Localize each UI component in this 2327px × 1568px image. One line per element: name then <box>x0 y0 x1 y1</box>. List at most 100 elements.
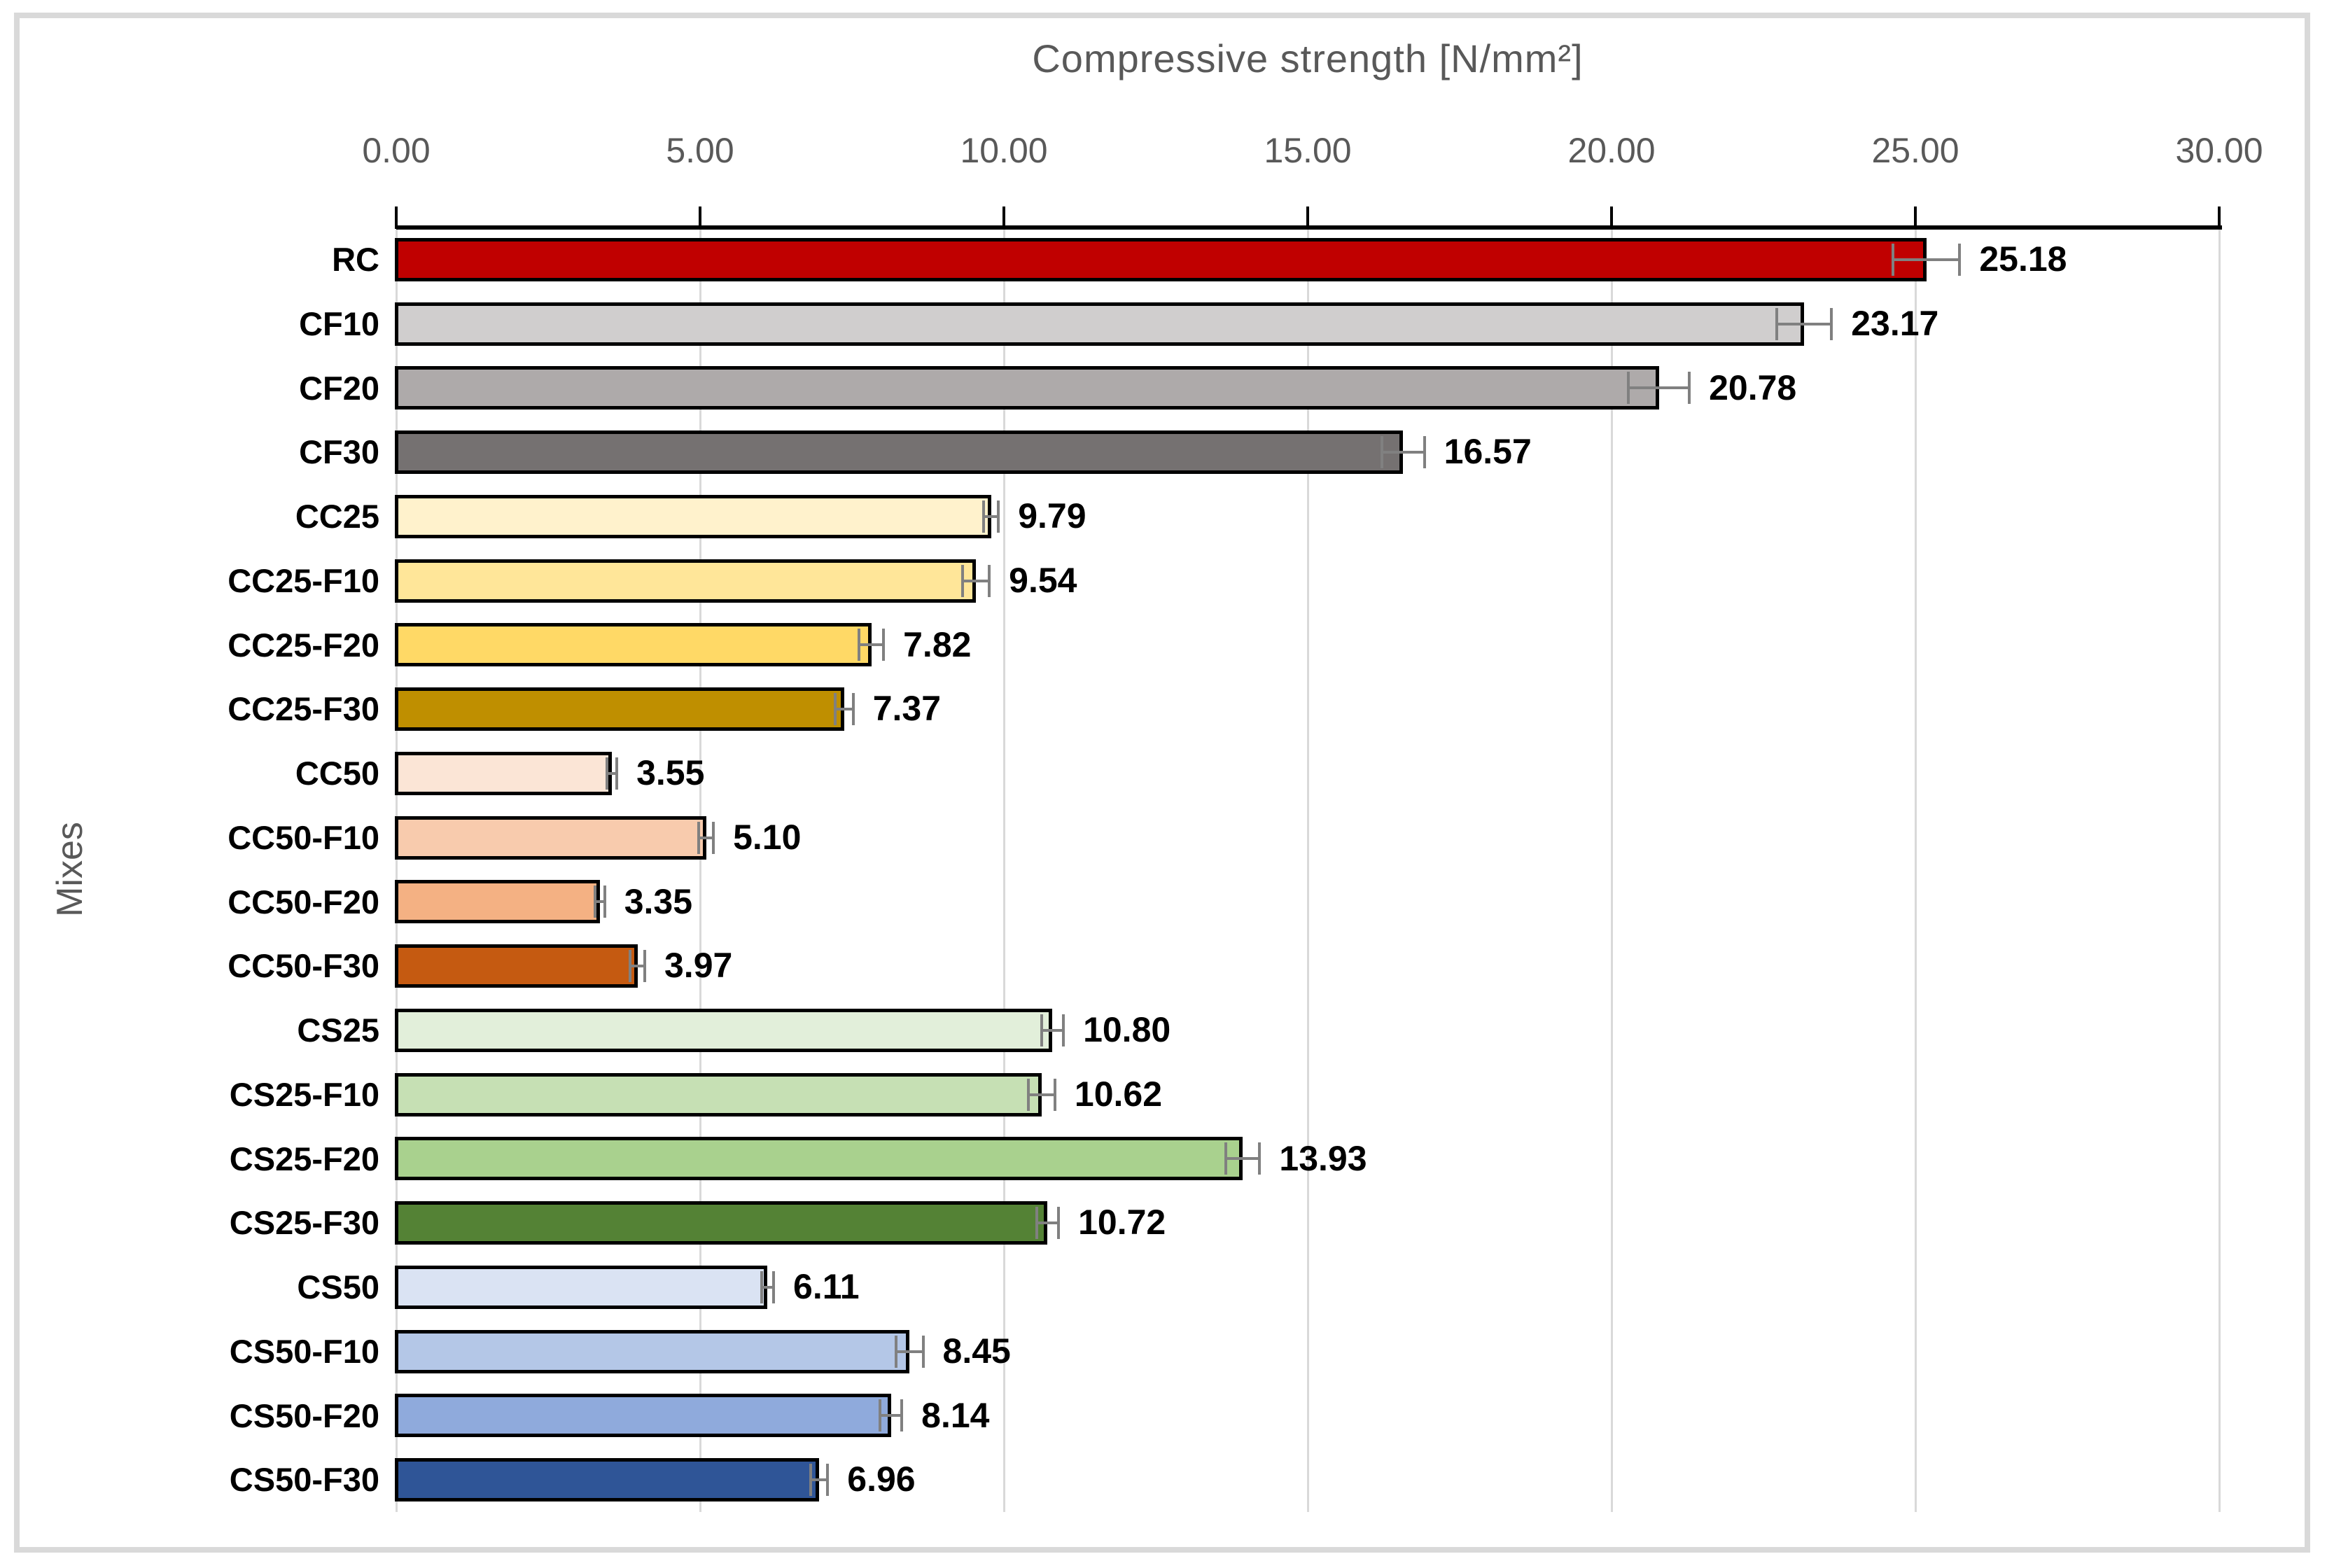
category-label: CS25 <box>297 1011 379 1049</box>
x-axis-tick-mark <box>699 206 701 229</box>
error-bar-cap-right <box>900 1399 904 1432</box>
bar <box>395 687 844 732</box>
error-bar-cap-left <box>1035 1207 1038 1240</box>
value-label: 6.11 <box>793 1267 860 1306</box>
x-axis-tick-label: 5.00 <box>666 131 734 170</box>
error-bar-cap-left <box>1891 243 1894 276</box>
bar <box>395 1201 1048 1245</box>
bar <box>395 880 600 924</box>
error-bar-cap-left <box>1040 1014 1043 1046</box>
error-bar-cap-left <box>593 886 596 918</box>
error-bar-cap-left <box>1775 307 1779 340</box>
error-bar <box>810 1478 828 1482</box>
category-label: CS50-F10 <box>229 1332 379 1370</box>
category-label: CC50-F10 <box>228 818 379 856</box>
x-axis-tick-label: 15.00 <box>1264 131 1352 170</box>
error-bar <box>1225 1157 1260 1161</box>
category-label: CS25-F30 <box>229 1204 379 1242</box>
gridline <box>699 230 701 1512</box>
error-bar-cap-left <box>858 629 861 662</box>
x-axis-tick-label: 0.00 <box>362 131 431 170</box>
error-bar <box>607 771 617 775</box>
value-label: 23.17 <box>1851 303 1939 343</box>
error-bar-cap-right <box>921 1335 925 1368</box>
error-bar-cap-left <box>982 500 986 533</box>
bar <box>395 1008 1053 1052</box>
error-bar-cap-left <box>697 821 701 854</box>
error-bar <box>879 1414 902 1418</box>
error-bar-cap-right <box>997 500 1000 533</box>
value-label: 3.55 <box>636 753 705 792</box>
bar <box>395 366 1659 410</box>
error-bar-cap-right <box>851 693 855 726</box>
bar <box>395 1072 1042 1116</box>
error-bar <box>761 1285 774 1289</box>
x-axis-tick-mark <box>1002 206 1005 229</box>
error-bar <box>1036 1222 1059 1225</box>
x-axis-tick-label: 25.00 <box>1871 131 1959 170</box>
error-bar-cap-left <box>629 950 632 983</box>
bar <box>395 1394 891 1438</box>
error-bar-cap-right <box>882 629 886 662</box>
value-label: 10.72 <box>1078 1203 1166 1242</box>
error-bar <box>699 836 714 839</box>
x-axis-tick-mark <box>1610 206 1613 229</box>
category-label: CS50 <box>297 1268 379 1306</box>
value-label: 9.54 <box>1009 560 1077 600</box>
error-bar <box>1028 1093 1055 1096</box>
category-label: CC50-F30 <box>228 947 379 985</box>
category-label: CS25-F20 <box>229 1140 379 1177</box>
x-axis-tick-mark <box>395 206 398 229</box>
value-label: 25.18 <box>1979 239 2067 279</box>
error-bar-cap-right <box>1062 1014 1065 1046</box>
value-label: 8.14 <box>921 1395 990 1435</box>
bar <box>395 623 872 667</box>
error-bar-cap-right <box>988 564 991 597</box>
x-axis-tick-label: 30.00 <box>2175 131 2263 170</box>
value-label: 13.93 <box>1279 1138 1367 1178</box>
value-label: 3.97 <box>664 946 733 986</box>
value-label: 10.62 <box>1074 1074 1163 1114</box>
error-bar-cap-left <box>895 1335 898 1368</box>
error-bar-cap-left <box>878 1399 881 1432</box>
value-label: 10.80 <box>1083 1010 1171 1049</box>
error-bar-cap-right <box>712 821 715 854</box>
category-label: CC25-F30 <box>228 690 379 728</box>
x-axis-tick-mark <box>2218 206 2221 229</box>
gridline <box>396 230 398 1512</box>
error-bar-cap-left <box>606 757 609 790</box>
bar <box>395 430 1404 475</box>
x-axis-title: Compressive strength [N/mm²] <box>1032 36 1584 80</box>
value-label: 7.82 <box>903 624 972 664</box>
error-bar <box>896 1350 923 1353</box>
category-label: CF30 <box>299 433 379 471</box>
bar <box>395 751 613 795</box>
error-bar-cap-right <box>1258 1142 1262 1175</box>
x-axis-tick-label: 20.00 <box>1567 131 1656 170</box>
bar <box>395 1265 768 1309</box>
value-label: 20.78 <box>1709 368 1797 407</box>
error-bar <box>1041 1028 1064 1032</box>
error-bar-cap-right <box>615 757 619 790</box>
error-bar <box>834 708 853 711</box>
error-bar-cap-right <box>1830 307 1833 340</box>
category-label: CC50-F20 <box>228 883 379 920</box>
value-label: 5.10 <box>733 817 802 857</box>
error-bar-cap-left <box>1224 1142 1227 1175</box>
value-label: 8.45 <box>942 1331 1011 1371</box>
error-bar <box>1777 322 1832 326</box>
category-label: CS50-F30 <box>229 1461 379 1499</box>
error-bar-cap-left <box>1026 1078 1030 1111</box>
value-label: 16.57 <box>1444 432 1532 472</box>
gridline <box>2218 230 2221 1512</box>
category-label: CF10 <box>299 304 379 342</box>
category-label: CC50 <box>295 755 379 792</box>
gridline <box>1307 230 1309 1512</box>
error-bar-cap-right <box>1053 1078 1056 1111</box>
error-bar-cap-left <box>760 1270 763 1303</box>
error-bar-cap-right <box>826 1464 830 1497</box>
bar <box>395 494 991 538</box>
x-axis-line <box>396 225 2222 230</box>
error-bar <box>984 514 999 518</box>
